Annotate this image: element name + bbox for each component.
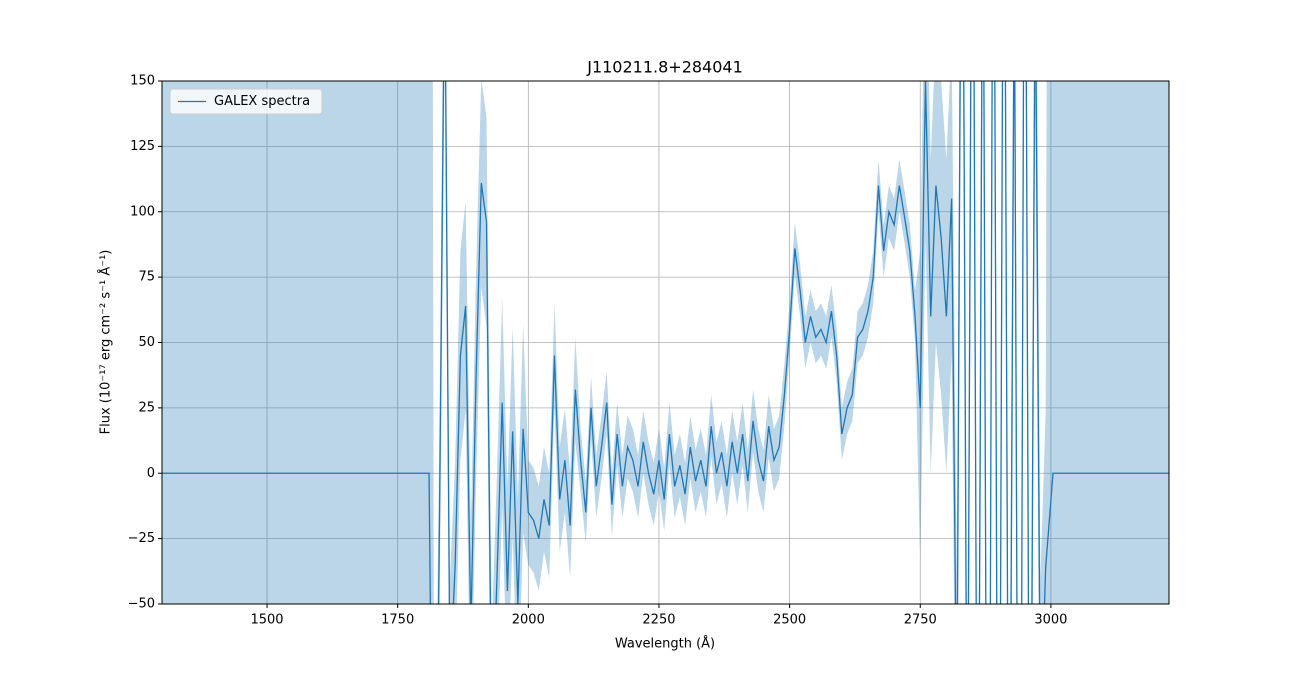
plot-area — [162, 81, 1169, 604]
chart-title: J110211.8+284041 — [586, 58, 743, 77]
x-tick-label: 2750 — [904, 613, 937, 628]
y-tick-label: 100 — [130, 204, 155, 219]
y-tick-label: 0 — [147, 466, 155, 481]
legend: GALEX spectra — [169, 88, 323, 115]
spectrum-line — [162, 81, 1169, 604]
x-tick-label: 1500 — [250, 613, 283, 628]
x-tick-label: 2000 — [512, 613, 545, 628]
x-axis-label: Wavelength (Å) — [615, 636, 715, 652]
y-axis-label: Flux (10⁻¹⁷ erg cm⁻² s⁻¹ Å⁻¹) — [98, 250, 114, 435]
x-tick-label: 2500 — [773, 613, 806, 628]
y-tick-label: −50 — [128, 597, 155, 612]
ticks: 1500 1750 2000 2250 2500 2750 3000 −50 −25 0 25 50 7… — [128, 74, 1068, 628]
y-tick-label: −25 — [128, 531, 155, 546]
y-tick-label: 25 — [138, 400, 155, 415]
x-tick-label: 3000 — [1034, 613, 1067, 628]
x-tick-label: 1750 — [381, 613, 414, 628]
y-tick-label: 150 — [130, 74, 155, 89]
y-tick-label: 75 — [138, 270, 155, 285]
y-tick-label: 125 — [130, 139, 155, 154]
y-tick-label: 50 — [138, 335, 155, 350]
legend-label: GALEX spectra — [214, 94, 310, 109]
legend-box — [169, 88, 323, 115]
x-tick-label: 2250 — [642, 613, 675, 628]
